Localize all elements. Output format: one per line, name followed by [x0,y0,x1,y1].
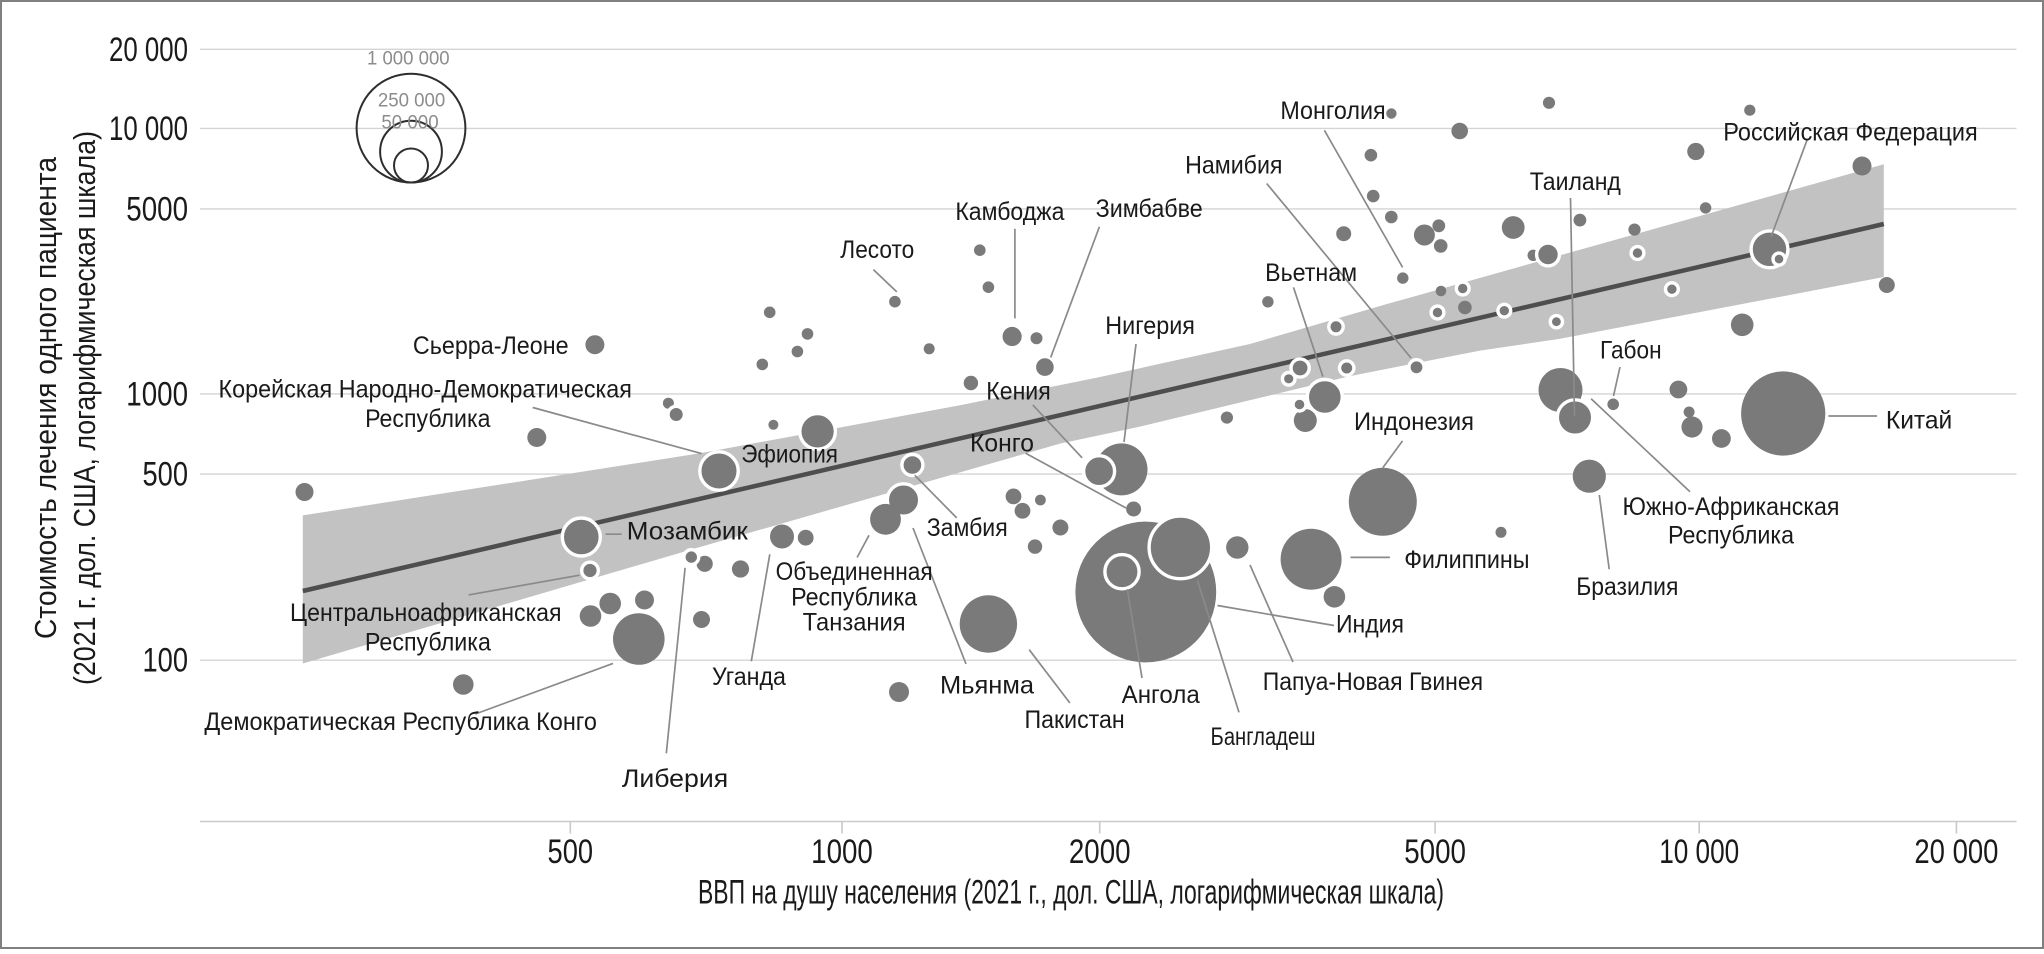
svg-text:Мьянма: Мьянма [940,672,1034,700]
svg-text:Конго: Конго [970,430,1034,458]
svg-text:1000: 1000 [126,375,188,413]
svg-text:Таиланд: Таиланд [1530,168,1621,196]
svg-text:5000: 5000 [1404,833,1466,871]
svg-text:Центральноафриканская: Центральноафриканская [290,599,562,627]
svg-text:Танзания: Танзания [803,608,906,636]
svg-text:1000: 1000 [811,833,873,871]
svg-text:Китай: Китай [1886,406,1952,434]
svg-text:Индия: Индия [1336,611,1404,639]
svg-text:Филиппины: Филиппины [1404,546,1529,574]
svg-text:Бразилия: Бразилия [1576,573,1678,601]
svg-text:100: 100 [143,642,189,680]
svg-text:Кения: Кения [986,378,1050,406]
svg-text:Лесото: Лесото [840,236,914,264]
svg-text:Бангладеш: Бангладеш [1211,723,1316,751]
svg-text:Намибия: Намибия [1185,151,1282,179]
svg-text:Пакистан: Пакистан [1025,706,1125,734]
svg-text:Российская Федерация: Российская Федерация [1723,119,1977,147]
svg-text:Республика: Республика [791,583,917,611]
svg-text:Корейская Народно-Демократичес: Корейская Народно-Демократическая [219,376,632,404]
svg-text:Республика: Республика [365,405,490,433]
svg-text:50 000: 50 000 [381,113,438,134]
svg-text:Зимбабве: Зимбабве [1096,195,1203,223]
svg-text:(2021 г. дол. США, логарифмиче: (2021 г. дол. США, логарифмическая шкала… [67,131,102,685]
svg-text:Нигерия: Нигерия [1105,312,1195,340]
svg-text:Уганда: Уганда [712,663,786,691]
svg-text:20 000: 20 000 [1914,833,1998,871]
svg-text:5000: 5000 [126,190,188,228]
svg-text:Южно-Африканская: Южно-Африканская [1623,493,1840,521]
svg-text:Объединенная: Объединенная [776,558,933,586]
svg-text:Республика: Республика [1668,522,1794,550]
svg-text:Мозамбик: Мозамбик [627,518,749,546]
svg-text:Камбоджа: Камбоджа [955,198,1064,226]
svg-text:Либерия: Либерия [622,765,728,793]
svg-text:Сьерра-Леоне: Сьерра-Леоне [413,332,569,360]
svg-text:2000: 2000 [1069,833,1131,871]
svg-text:1 000 000: 1 000 000 [367,48,450,69]
svg-text:10 000: 10 000 [1659,833,1739,871]
svg-text:500: 500 [548,833,594,871]
svg-text:Замбия: Замбия [927,514,1008,542]
svg-text:500: 500 [143,456,189,494]
svg-text:Вьетнам: Вьетнам [1265,259,1357,287]
svg-text:Габон: Габон [1600,336,1662,364]
svg-text:Ангола: Ангола [1122,681,1200,709]
svg-text:10 000: 10 000 [109,110,188,148]
svg-text:Монголия: Монголия [1280,97,1385,125]
svg-text:250 000: 250 000 [378,91,445,112]
svg-text:Стоимость лечения одного пацие: Стоимость лечения одного пациента [28,156,63,639]
svg-text:Демократическая Республика Кон: Демократическая Республика Конго [204,708,597,736]
svg-text:Эфиопия: Эфиопия [741,440,838,468]
svg-text:Индонезия: Индонезия [1354,408,1474,436]
svg-text:ВВП на душу населения (2021 г.: ВВП на душу населения (2021 г., дол. США… [698,874,1444,912]
svg-text:Папуа-Новая Гвинея: Папуа-Новая Гвинея [1263,668,1483,696]
svg-text:20 000: 20 000 [109,31,188,69]
svg-text:Республика: Республика [365,628,491,656]
